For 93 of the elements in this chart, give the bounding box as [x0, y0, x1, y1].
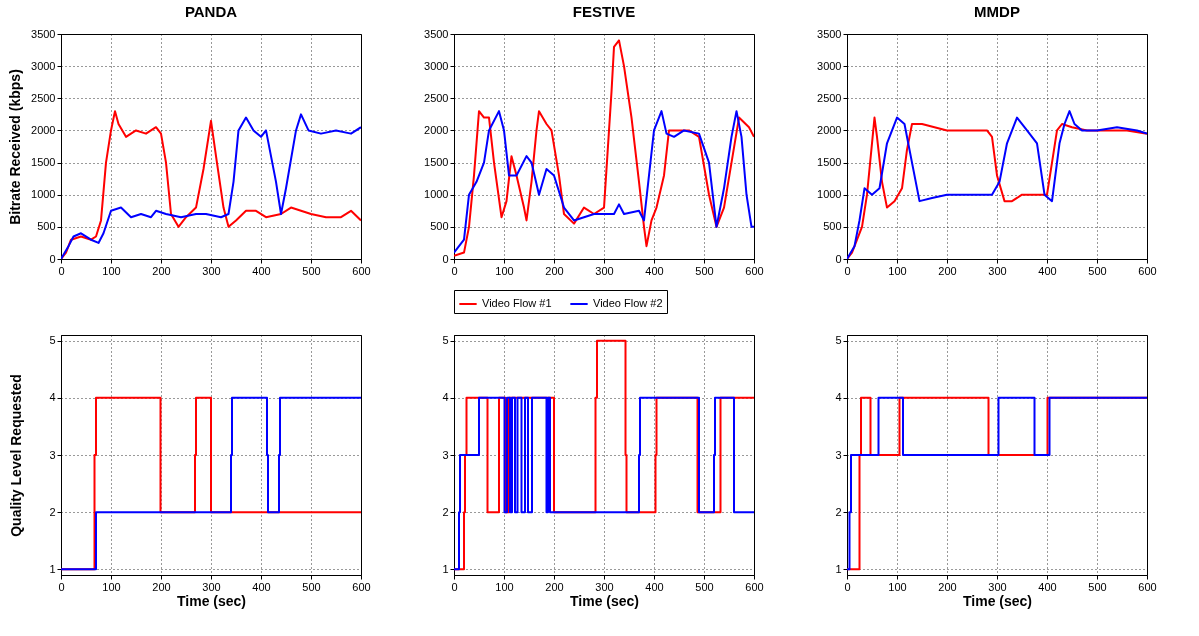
y-tick-label: 3500	[424, 27, 449, 40]
x-tick-label: 300	[202, 264, 221, 277]
y-tick-label: 2500	[424, 91, 449, 104]
y-tick-label: 5	[49, 334, 56, 347]
y-tick-label: 0	[835, 252, 842, 265]
y-tick-label: 3	[49, 448, 56, 461]
x-tick-label: 600	[352, 264, 371, 277]
y-axis-title: Bitrate Received (kbps)	[7, 69, 24, 225]
y-tick-label: 3500	[817, 27, 842, 40]
x-axis-title: Time (sec)	[570, 592, 639, 609]
x-tick-label: 100	[888, 264, 907, 277]
x-tick-label: 300	[988, 580, 1007, 593]
y-tick-label: 1	[835, 562, 842, 575]
x-tick-label: 600	[352, 580, 371, 593]
y-tick-label: 2000	[424, 123, 449, 136]
x-tick-label: 200	[545, 580, 564, 593]
y-tick-label: 2000	[817, 123, 842, 136]
y-tick-label: 1500	[424, 156, 449, 169]
x-tick-label: 100	[102, 580, 121, 593]
y-tick-label: 3500	[31, 27, 56, 40]
line-series	[454, 110, 754, 254]
y-tick-label: 1000	[424, 188, 449, 201]
x-tick-label: 0	[451, 580, 458, 593]
y-tick-label: 2	[442, 505, 449, 518]
y-tick-label: 1500	[31, 156, 56, 169]
x-tick-label: 0	[58, 580, 65, 593]
chart-title: PANDA	[184, 3, 238, 20]
x-tick-label: 600	[1138, 264, 1157, 277]
y-tick-label: 3000	[424, 59, 449, 72]
x-tick-label: 400	[1038, 264, 1057, 277]
line-series	[454, 39, 754, 257]
y-tick-label: 500	[823, 220, 842, 233]
x-tick-label: 0	[451, 264, 458, 277]
x-tick-label: 200	[938, 580, 957, 593]
y-tick-label: 2500	[817, 91, 842, 104]
chart-title: FESTIVE	[572, 3, 636, 20]
x-tick-label: 500	[302, 580, 321, 593]
y-tick-label: 3	[442, 448, 449, 461]
y-tick-label: 500	[430, 220, 449, 233]
x-tick-label: 100	[102, 264, 121, 277]
x-tick-label: 500	[302, 264, 321, 277]
x-tick-label: 0	[58, 264, 65, 277]
x-axis-title: Time (sec)	[963, 592, 1032, 609]
y-tick-label: 4	[442, 391, 449, 404]
y-tick-label: 1000	[31, 188, 56, 201]
y-tick-label: 2	[49, 505, 56, 518]
x-tick-label: 400	[1038, 580, 1057, 593]
x-tick-label: 300	[595, 580, 614, 593]
y-tick-label: 2	[835, 505, 842, 518]
x-tick-label: 200	[938, 264, 957, 277]
x-tick-label: 500	[695, 580, 714, 593]
x-tick-label: 100	[495, 580, 514, 593]
y-tick-label: 3000	[817, 59, 842, 72]
y-tick-label: 2000	[31, 123, 56, 136]
x-tick-label: 600	[1138, 580, 1157, 593]
x-tick-label: 400	[252, 264, 271, 277]
x-tick-label: 600	[745, 264, 764, 277]
x-tick-label: 0	[844, 264, 851, 277]
y-axis-title: Quality Level Requested	[7, 374, 24, 537]
y-tick-label: 5	[835, 334, 842, 347]
x-tick-label: 100	[495, 264, 514, 277]
x-tick-label: 300	[595, 264, 614, 277]
x-tick-label: 200	[152, 580, 171, 593]
x-tick-label: 400	[645, 580, 664, 593]
chart-title: MMDP	[974, 3, 1020, 20]
y-tick-label: 0	[442, 252, 449, 265]
x-tick-label: 400	[252, 580, 271, 593]
x-tick-label: 0	[844, 580, 851, 593]
x-tick-label: 500	[1088, 580, 1107, 593]
x-tick-label: 200	[545, 264, 564, 277]
x-tick-label: 500	[1088, 264, 1107, 277]
x-tick-label: 600	[745, 580, 764, 593]
y-tick-label: 3	[835, 448, 842, 461]
y-tick-label: 1500	[817, 156, 842, 169]
y-tick-label: 2500	[31, 91, 56, 104]
y-tick-label: 1000	[817, 188, 842, 201]
legend-label: Video Flow #2	[593, 297, 663, 309]
x-axis-title: Time (sec)	[177, 592, 246, 609]
y-tick-label: 4	[49, 391, 56, 404]
y-tick-label: 1	[442, 562, 449, 575]
y-tick-label: 500	[37, 220, 56, 233]
legend-label: Video Flow #1	[482, 297, 552, 309]
x-tick-label: 200	[152, 264, 171, 277]
x-tick-label: 500	[695, 264, 714, 277]
y-tick-label: 3000	[31, 59, 56, 72]
y-tick-label: 4	[835, 391, 842, 404]
y-tick-label: 0	[49, 252, 56, 265]
x-tick-label: 400	[645, 264, 664, 277]
x-tick-label: 300	[202, 580, 221, 593]
x-tick-label: 100	[888, 580, 907, 593]
y-tick-label: 5	[442, 334, 449, 347]
y-tick-label: 1	[49, 562, 56, 575]
x-tick-label: 300	[988, 264, 1007, 277]
